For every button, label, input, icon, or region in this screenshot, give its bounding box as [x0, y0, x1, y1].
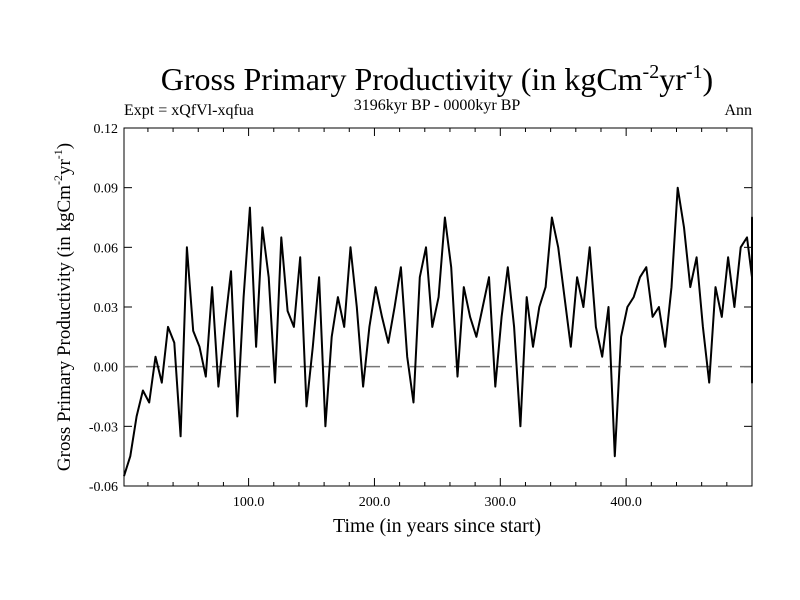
x-axis: 100.0 200.0 300.0 400.0: [147, 128, 728, 510]
y-tick-label: -0.03: [89, 420, 118, 435]
time-range-label: 3196kyr BP - 0000kyr BP: [354, 97, 521, 114]
y-tick-label: 0.03: [94, 301, 119, 316]
y-axis: -0.06 -0.03 0.00 0.03 0.06 0.09 0.12: [89, 122, 752, 495]
y-tick-label: 0.06: [94, 241, 119, 256]
x-axis-label: Time (in years since start): [333, 515, 541, 537]
chart-title: Gross Primary Productivity (in kgCm-2yr-…: [161, 61, 713, 97]
gpp-series-line: [123, 186, 753, 477]
x-tick-label: 400.0: [610, 495, 642, 510]
y-tick-label: 0.12: [94, 122, 119, 137]
y-tick-label: 0.09: [94, 182, 119, 197]
experiment-label: Expt = xQfVl-xqfua: [124, 102, 254, 119]
x-tick-label: 100.0: [233, 495, 265, 510]
x-tick-label: 200.0: [359, 495, 391, 510]
y-tick-label: 0.00: [94, 361, 119, 376]
season-label: Ann: [724, 102, 752, 119]
x-tick-label: 300.0: [485, 495, 517, 510]
y-axis-label: Gross Primary Productivity (in kgCm-2yr-…: [51, 143, 75, 471]
y-tick-label: -0.06: [89, 480, 118, 495]
